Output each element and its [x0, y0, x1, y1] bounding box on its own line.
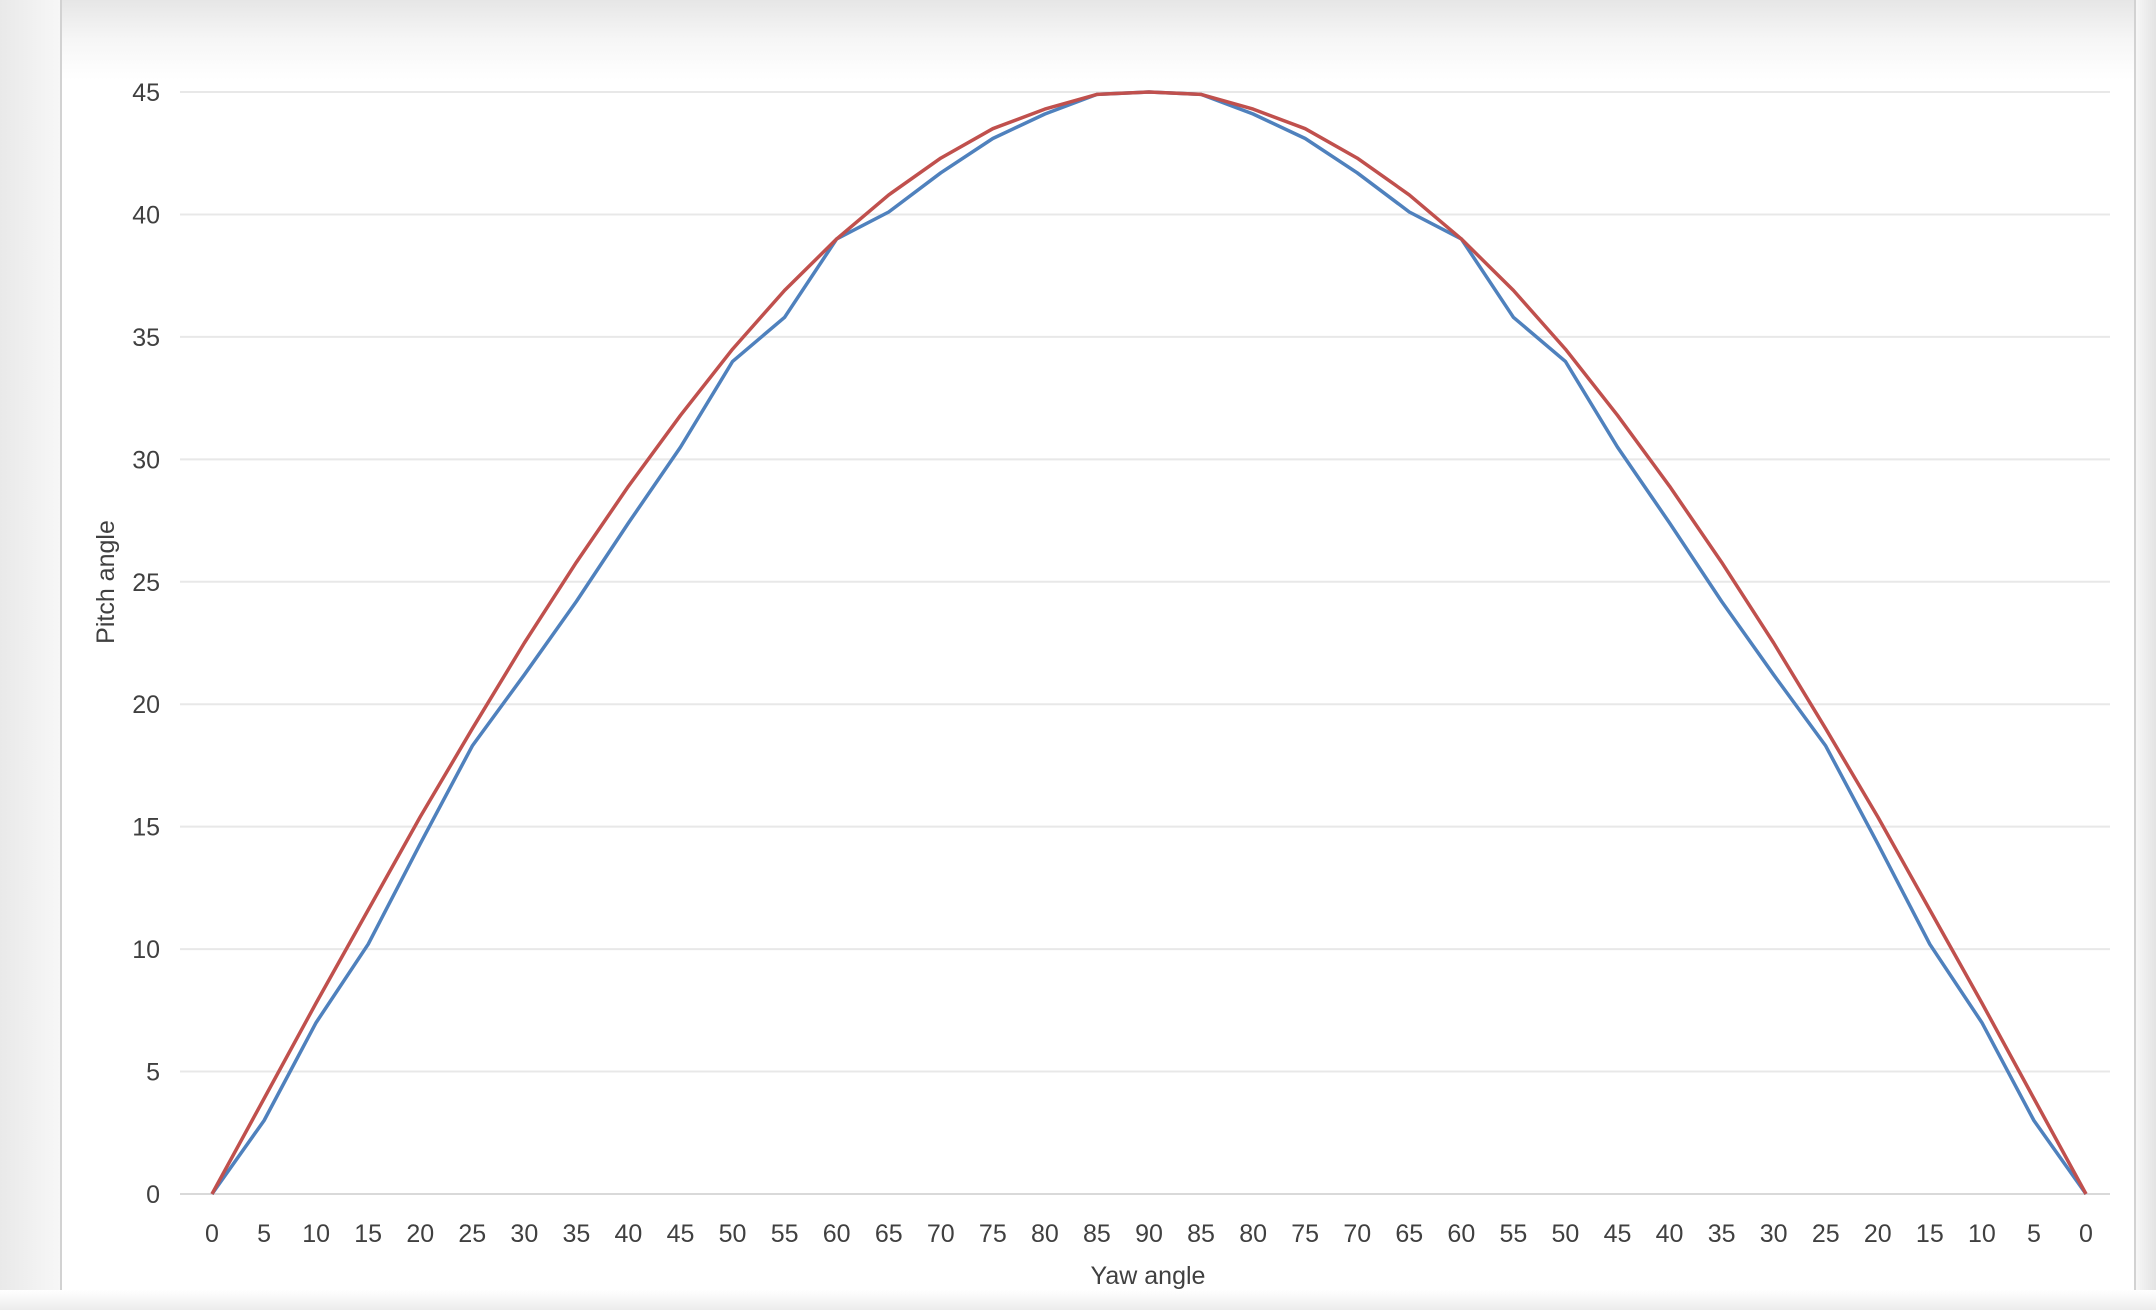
x-tick-label: 90 [1135, 1220, 1163, 1248]
x-tick-label: 0 [205, 1220, 219, 1248]
y-tick-label: 0 [146, 1181, 160, 1209]
x-tick-label: 85 [1083, 1220, 1111, 1248]
bottom-window-edge [0, 1290, 2156, 1310]
x-tick-label: 85 [1187, 1220, 1215, 1248]
series-line-2 [210, 90, 2088, 1195]
x-tick-label: 70 [927, 1220, 955, 1248]
x-tick-label: 70 [1343, 1220, 1371, 1248]
x-tick-label: 20 [406, 1220, 434, 1248]
x-tick-label: 80 [1239, 1220, 1267, 1248]
y-axis-tick-labels: 0 5 10 15 20 25 30 35 40 45 [132, 79, 160, 1209]
y-tick-label: 5 [146, 1059, 160, 1087]
x-tick-label: 5 [2027, 1220, 2041, 1248]
x-tick-label: 0 [2079, 1220, 2093, 1248]
x-tick-label: 65 [875, 1220, 903, 1248]
x-tick-label: 25 [1812, 1220, 1840, 1248]
x-tick-label: 35 [562, 1220, 590, 1248]
x-tick-label: 40 [1656, 1220, 1684, 1248]
right-window-edge [2134, 0, 2156, 1310]
x-tick-label: 10 [1968, 1220, 1996, 1248]
left-window-edge [0, 0, 62, 1310]
y-tick-label: 20 [132, 691, 160, 719]
x-tick-label: 10 [302, 1220, 330, 1248]
y-tick-label: 15 [132, 814, 160, 842]
y-tick-label: 10 [132, 936, 160, 964]
x-tick-label: 35 [1708, 1220, 1736, 1248]
x-axis-tick-labels: 0 5 10 15 20 25 30 35 40 45 50 55 60 65 70 75 80 85 90 85 80… [205, 1220, 2093, 1248]
y-tick-label: 25 [132, 569, 160, 597]
y-tick-label: 45 [132, 79, 160, 107]
x-axis-title: Yaw angle [1091, 1262, 1206, 1290]
x-tick-label: 75 [1291, 1220, 1319, 1248]
x-tick-label: 55 [771, 1220, 799, 1248]
y-tick-label: 30 [132, 446, 160, 474]
x-tick-label: 40 [615, 1220, 643, 1248]
x-tick-label: 25 [458, 1220, 486, 1248]
x-tick-label: 65 [1395, 1220, 1423, 1248]
x-tick-label: 55 [1499, 1220, 1527, 1248]
gridlines [180, 91, 2110, 1195]
y-tick-label: 40 [132, 201, 160, 229]
x-tick-label: 60 [823, 1220, 851, 1248]
y-tick-label: 35 [132, 324, 160, 352]
x-tick-label: 80 [1031, 1220, 1059, 1248]
x-tick-label: 75 [979, 1220, 1007, 1248]
x-tick-label: 15 [354, 1220, 382, 1248]
series-line-1 [210, 90, 2088, 1196]
series-lines [210, 90, 2088, 1196]
x-tick-label: 20 [1864, 1220, 1892, 1248]
x-tick-label: 45 [1604, 1220, 1632, 1248]
x-tick-label: 30 [510, 1220, 538, 1248]
x-tick-label: 45 [667, 1220, 695, 1248]
x-tick-label: 50 [719, 1220, 747, 1248]
y-axis-title: Pitch angle [92, 520, 120, 644]
x-tick-label: 5 [257, 1220, 271, 1248]
x-tick-label: 60 [1447, 1220, 1475, 1248]
x-tick-label: 50 [1552, 1220, 1580, 1248]
x-tick-label: 30 [1760, 1220, 1788, 1248]
x-tick-label: 15 [1916, 1220, 1944, 1248]
